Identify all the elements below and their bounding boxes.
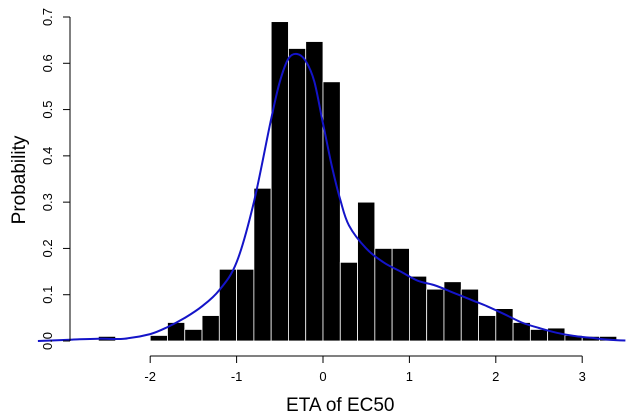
histogram-bar (529, 329, 549, 342)
y-tick-label: 0.6 (40, 54, 55, 72)
histogram-bar (408, 275, 428, 342)
y-axis: 0.0 0.1 0.2 0.3 0.4 0.5 0.6 0.7 (40, 8, 71, 350)
x-tick-label: 0 (319, 369, 326, 384)
x-tick-label: -2 (144, 369, 156, 384)
y-tick-label: 0.1 (40, 286, 55, 304)
y-tick-label: 0.3 (40, 193, 55, 211)
x-tick-label: -1 (231, 369, 243, 384)
x-axis-title: ETA of EC50 (286, 395, 394, 416)
histogram-bar (426, 288, 445, 342)
histogram-bars (97, 21, 618, 342)
histogram-bar (201, 315, 220, 342)
histogram-bar (305, 41, 324, 342)
y-axis-title: Probability (9, 135, 30, 224)
x-tick-label: 1 (406, 369, 413, 384)
y-tick-label: 0.0 (40, 332, 55, 350)
histogram-bar (322, 81, 341, 342)
histogram-bar (288, 48, 307, 342)
histogram-bar (391, 248, 410, 342)
x-tick-label: 3 (579, 369, 586, 384)
histogram-bar (253, 187, 272, 342)
histogram-bar (236, 268, 255, 342)
y-tick-label: 0.4 (40, 147, 55, 165)
histogram-bar (357, 201, 376, 342)
y-tick-label: 0.7 (40, 8, 55, 26)
y-tick-label: 0.2 (40, 239, 55, 257)
histogram-bar (270, 21, 289, 342)
histogram-bar (184, 329, 203, 342)
density-curve (37, 52, 626, 342)
histogram-bar (339, 261, 358, 342)
y-tick-label: 0.5 (40, 101, 55, 119)
x-axis: -2 -1 0 1 2 3 (144, 355, 586, 384)
histogram-bar (478, 315, 497, 342)
histogram-bar (149, 335, 168, 342)
x-tick-label: 2 (492, 369, 499, 384)
